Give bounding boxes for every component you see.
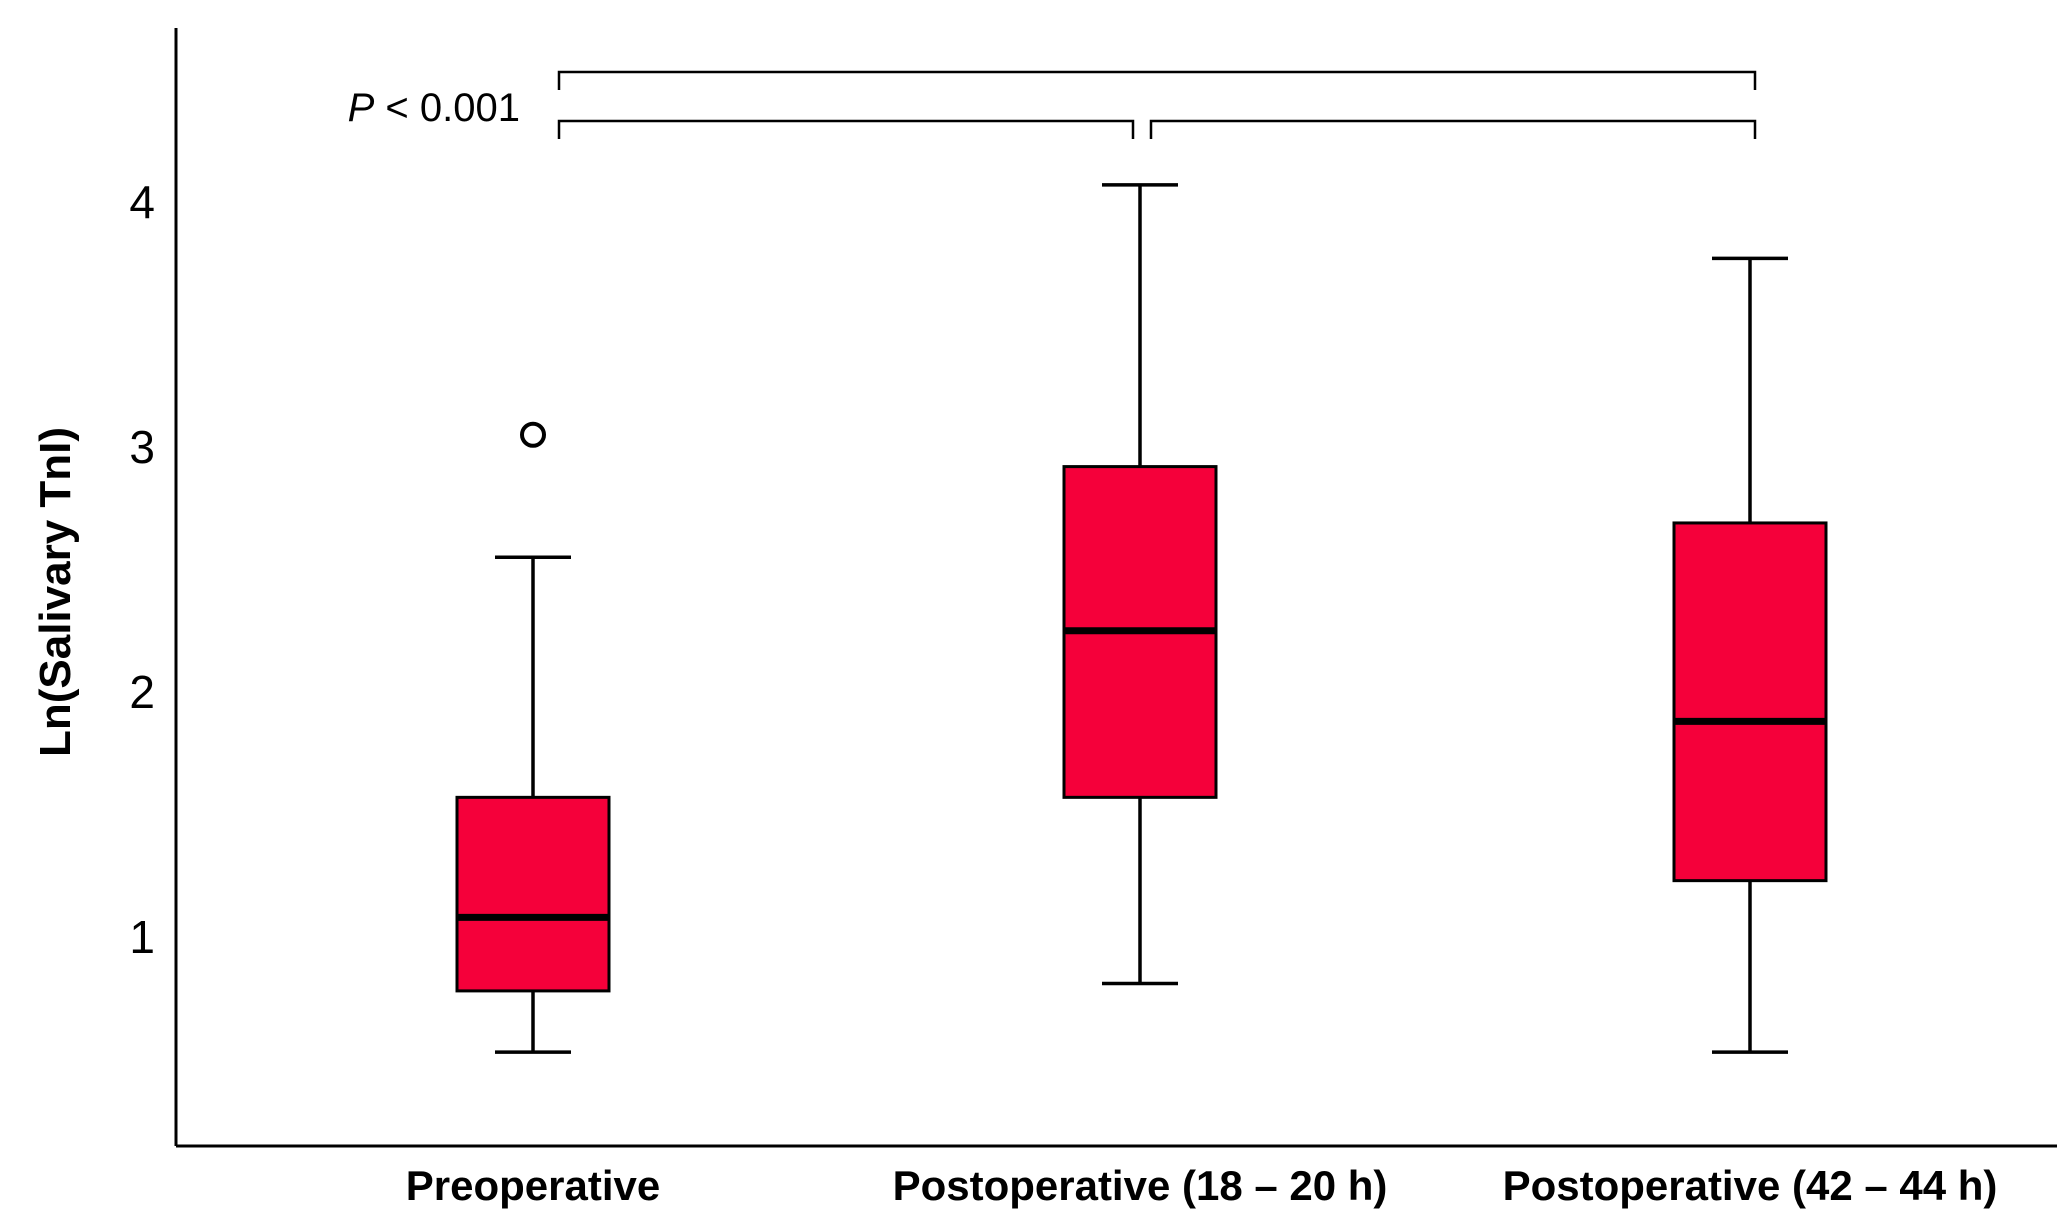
iqr-box (455, 795, 611, 993)
x-category-label: Preoperative (406, 1162, 660, 1209)
iqr-box (1672, 521, 1828, 883)
outlier-point (520, 421, 546, 448)
bracket-18h-vs-42h (1149, 119, 1757, 139)
y-axis-title: Ln(Salivary TnI) (31, 427, 80, 757)
x-category-label: Postoperative (42 – 44 h) (1503, 1162, 1998, 1209)
y-tick-label: 4 (129, 176, 155, 228)
box-series (455, 183, 1828, 1054)
bracket-pre-vs-42h (557, 70, 1757, 90)
p-symbol: P (348, 86, 375, 130)
bracket-pre-vs-18h (557, 119, 1135, 139)
y-tick-label: 1 (129, 911, 155, 963)
significance-brackets (557, 70, 1757, 139)
box-group (455, 421, 611, 1054)
x-category-labels: Preoperative Postoperative (18 – 20 h) Pos… (406, 1162, 1998, 1209)
p-value-annotation: P < 0.001 (348, 86, 520, 130)
x-category-label: Postoperative (18 – 20 h) (893, 1162, 1388, 1209)
y-tick-label: 2 (129, 666, 155, 718)
axes (174, 28, 2057, 1148)
p-value-text: < 0.001 (374, 86, 520, 130)
y-tick-label: 3 (129, 421, 155, 473)
y-tick-labels: 1 2 3 4 (129, 176, 155, 963)
box-group (1672, 256, 1828, 1054)
box-group (1062, 183, 1218, 986)
